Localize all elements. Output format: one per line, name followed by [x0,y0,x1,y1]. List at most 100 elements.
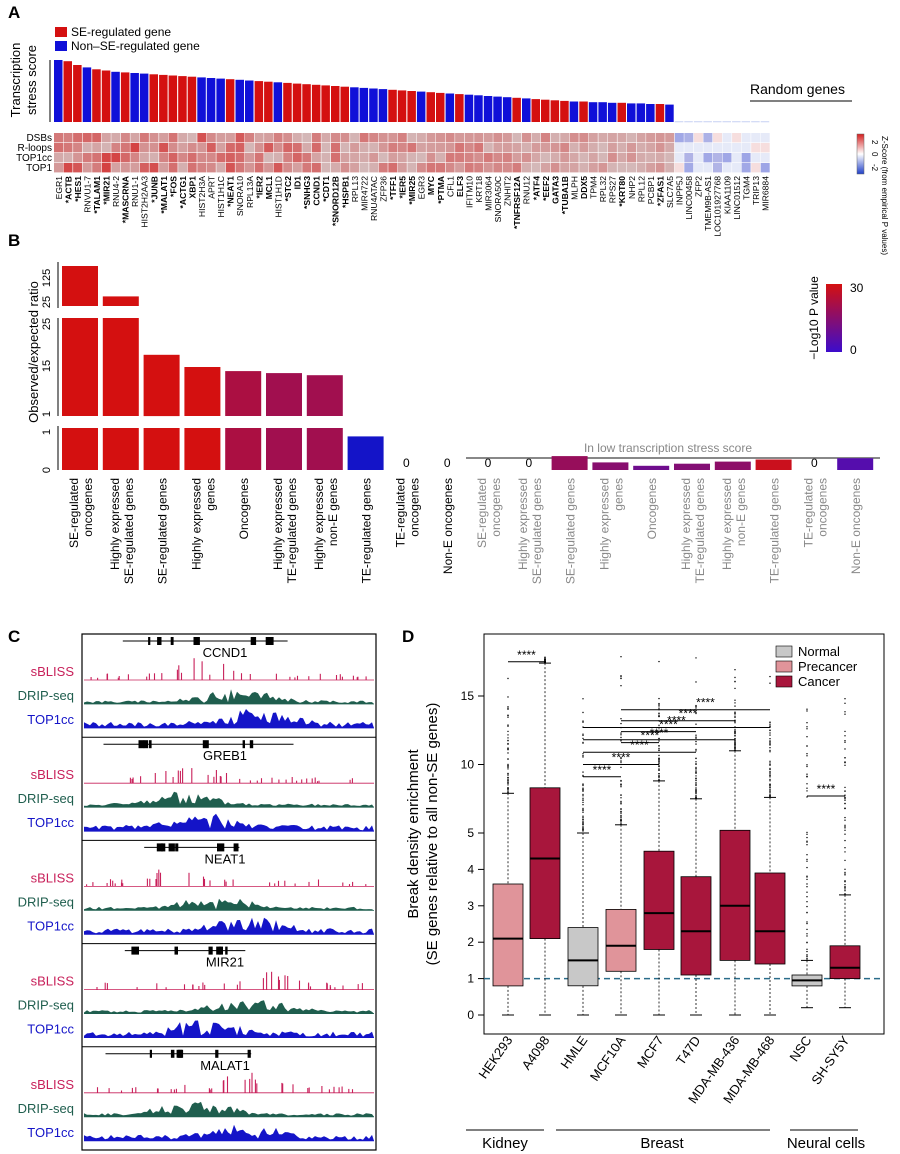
a-heat-cell-68-2 [703,153,713,163]
a-heat-cell-44-1 [474,143,484,153]
a-gene-label-63: *ZFAS1 [655,176,665,206]
a-heat-cell-63-0 [655,133,665,143]
a-heat-cell-19-2 [235,153,245,163]
a-heat-cell-7-0 [120,133,130,143]
a-gene-label-16: APRT [207,175,217,199]
a-heat-cell-28-2 [321,153,331,163]
a-heat-cell-7-2 [120,153,130,163]
a-heat-cell-72-1 [741,143,751,153]
a-bar-18 [225,79,235,122]
b-bar-top-0 [62,266,98,306]
a-heat-cell-65-1 [674,143,684,153]
a-heat-cell-50-2 [531,153,541,163]
a-heat-cell-66-2 [684,153,694,163]
d-outlier-6-54 [734,746,736,749]
b-tick-1a: 1 [41,411,53,417]
a-gene-label-34: ZFP36 [379,176,389,202]
a-bar-29 [331,86,340,122]
b-bar-top-1 [102,296,139,306]
d-sig-label-5: **** [667,714,686,728]
d-outlier-0-11 [507,677,509,680]
d-outlier-2-30 [582,809,584,812]
d-outlier-0-37 [507,766,509,769]
d-outlier-7-34 [769,778,771,781]
d-outlier-5-12 [695,657,697,659]
b-cat-label-12-0: SE-regulated genes [564,478,578,584]
a-gene-label-50: *ATF4 [531,176,541,200]
d-outlier-6-52 [734,743,736,746]
a-heat-cell-74-2 [760,153,770,163]
a-heat-cell-17-2 [216,153,226,163]
a-heat-cell-1-0 [63,133,73,143]
d-outlier-2-32 [582,797,584,799]
a-gene-label-43: IFITM10 [464,176,474,208]
a-heat-cell-64-3 [665,163,675,173]
a-gene-label-68: TMEM9B-AS1 [703,176,713,231]
a-heat-cell-74-3 [760,163,770,173]
a-heat-cell-13-1 [178,143,188,153]
a-gene-label-51: *EEF2 [541,176,551,201]
track-label-2-1: DRIP-seq [18,894,74,909]
a-heat-cell-53-0 [560,133,570,143]
a-gene-label-7: *MASCRNA [121,176,131,223]
a-bar-31 [350,87,359,122]
d-outlier-3-18 [620,794,622,796]
c-loci: CCND1 sBLISS DRIP-seq TOP1cc GREB1 sBLISS DRIP… [18,637,376,1142]
gene-exon-3-5 [208,946,213,955]
a-heat-cell-73-3 [751,163,761,173]
a-gene-label-44: KRT18 [474,176,484,203]
d-outlier-2-54 [582,733,584,735]
d-outlier-5-53 [695,789,697,791]
track-label-3-0: sBLISS [31,974,75,989]
d-outlier-8-14 [806,765,808,768]
a-heat-cell-41-0 [445,133,455,143]
d-outlier-9-44 [844,888,846,890]
d-outlier-6-4 [734,716,736,719]
a-gene-label-70: KIAA1109 [722,176,732,214]
a-bar-4 [92,69,101,122]
a-heat-cell-16-1 [206,143,216,153]
d-outlier-2-33 [582,807,584,810]
b-bar-low-12 [551,456,588,470]
b-tick-0: 0 [41,467,53,473]
a-heat-cell-50-1 [531,143,541,153]
d-xlabel-1: A4098 [519,1033,553,1072]
gene-exon-1-2 [249,740,254,749]
d-outlier-5-28 [695,712,697,715]
a-heat-cell-10-1 [149,143,159,153]
d-outlier-5-20 [695,766,697,769]
a-bar-37 [407,91,416,122]
a-heat-cell-22-3 [264,163,274,173]
a-bar-36 [397,90,407,122]
a-bar-27 [311,84,321,122]
b-cat-label-14-0: Oncogenes [645,478,659,539]
gene-exon-0-3 [265,637,274,645]
locus-name-4: MALAT1 [200,1058,250,1073]
a-heat-cell-6-3 [111,163,121,173]
a-gene-label-45: MIR3064 [484,176,494,211]
d-outlier-6-43 [734,713,736,715]
d-outlier-6-19 [734,687,736,690]
a-heat-cell-34-2 [378,153,388,163]
d-outlier-9-25 [844,893,846,895]
a-heat-cell-54-0 [569,133,579,143]
b-zero-label-10: 0 [485,456,492,470]
a-heat-cell-26-0 [302,133,312,143]
b-bar-low-2 [143,428,180,470]
legend-normal-swatch [775,645,793,658]
track-label-1-0: sBLISS [31,767,75,782]
track-label-1-1: DRIP-seq [18,791,74,806]
a-heat-cell-15-3 [197,163,207,173]
a-heat-cell-16-3 [206,163,216,173]
legend-nonse-swatch [55,41,67,51]
a-heat-cell-72-3 [741,163,751,173]
a-heat-cell-5-0 [101,133,111,143]
d-outlier-9-38 [844,884,846,886]
d-outlier-3-7 [620,732,622,734]
d-box-6 [719,829,751,961]
d-outlier-2-20 [582,804,584,806]
gene-exon-0-2 [250,637,257,645]
a-heat-cell-21-3 [254,163,264,173]
a-heat-cell-7-1 [120,143,130,153]
d-outlier-6-38 [734,702,736,704]
